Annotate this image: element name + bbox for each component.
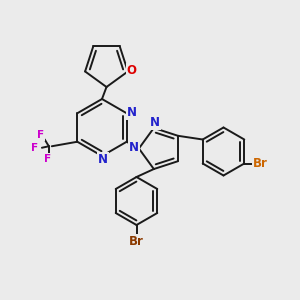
Text: Br: Br [129, 235, 144, 248]
Text: F: F [37, 130, 44, 140]
Text: N: N [127, 106, 137, 119]
Text: O: O [127, 64, 136, 77]
Text: F: F [44, 154, 51, 164]
Text: N: N [150, 116, 160, 129]
Text: N: N [98, 153, 108, 166]
Text: F: F [31, 143, 38, 153]
Text: Br: Br [252, 157, 267, 170]
Text: N: N [129, 141, 139, 154]
